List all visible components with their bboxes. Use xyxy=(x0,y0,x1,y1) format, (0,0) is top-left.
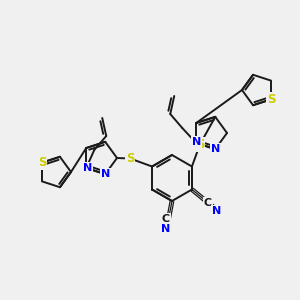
Text: N: N xyxy=(211,144,220,154)
Text: N: N xyxy=(82,163,92,173)
Text: S: S xyxy=(126,152,134,165)
Text: S: S xyxy=(196,138,204,151)
Text: C: C xyxy=(162,214,170,224)
Text: N: N xyxy=(192,137,201,147)
Text: N: N xyxy=(100,169,110,179)
Text: C: C xyxy=(204,197,212,208)
Text: N: N xyxy=(212,206,221,215)
Text: N: N xyxy=(161,224,171,234)
Text: S: S xyxy=(38,156,46,169)
Text: S: S xyxy=(267,93,275,106)
